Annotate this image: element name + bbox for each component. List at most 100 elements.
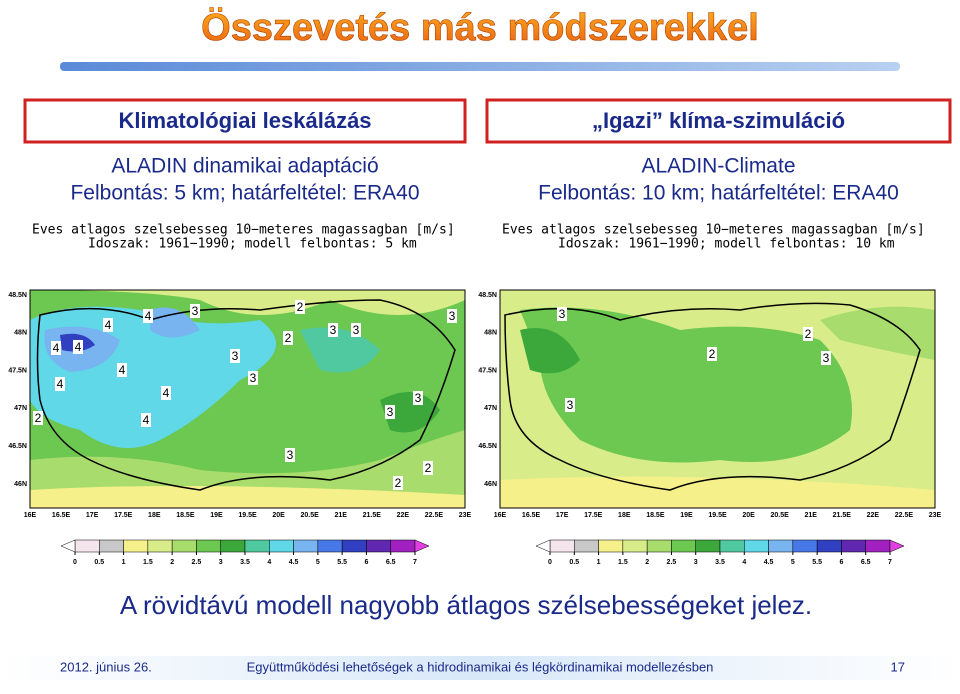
lon-label: 20E	[742, 512, 755, 519]
title-underline	[60, 62, 900, 71]
colorbar-segment	[695, 539, 721, 553]
contour-label: 4	[143, 413, 150, 427]
contour-label: 3	[823, 351, 830, 365]
colorbar-arrow	[535, 539, 551, 553]
lon-label: 17E	[556, 512, 569, 519]
lon-label: 20.5E	[300, 512, 319, 519]
colorbar-segment	[768, 539, 794, 553]
contour-label: 4	[119, 363, 126, 377]
lon-label: 16.5E	[52, 512, 71, 519]
colorbar-tick-label: 7	[888, 559, 892, 566]
colorbar-segment	[293, 539, 319, 553]
panel-header: Klimatológiai leskálázás	[118, 108, 371, 133]
slide-title: Összevetés más módszerekkel	[201, 6, 759, 49]
colorbar-segment	[549, 539, 575, 553]
colorbar-segment	[792, 539, 818, 553]
lon-label: 18.5E	[646, 512, 665, 519]
panel-header-box	[23, 98, 467, 144]
contour-label-bg	[117, 363, 127, 377]
footer-text: Együttműködési lehetőségek a hidrodinami…	[247, 659, 714, 674]
contour-label-bg	[565, 398, 575, 412]
colorbar-tick-label: 7	[413, 559, 417, 566]
contour-label: 2	[395, 476, 402, 490]
lon-label: 17E	[86, 512, 99, 519]
colorbar-tick-label: 6.5	[861, 559, 871, 566]
contour-label: 3	[415, 391, 422, 405]
contour-label-bg	[351, 323, 361, 337]
lon-label: 16E	[494, 512, 507, 519]
lat-label: 46N	[14, 481, 27, 488]
contour-label-bg	[190, 304, 200, 318]
colorbar-segment	[719, 539, 745, 553]
colorbar-arrow	[414, 539, 430, 553]
panel-subtitle: Felbontás: 5 km; határfeltétel: ERA40	[70, 182, 419, 205]
lon-label: 21.5E	[833, 512, 852, 519]
lat-label: 48N	[484, 330, 497, 337]
contour-label-bg	[161, 386, 171, 400]
colorbar-tick-label: 6.5	[386, 559, 396, 566]
colorbar-tick-label: 3.5	[715, 559, 725, 566]
contour-label-bg	[385, 405, 395, 419]
panel-subtitle: ALADIN dinamikai adaptáció	[111, 155, 378, 178]
contour-label-bg	[447, 309, 457, 323]
contour-label-bg	[707, 347, 717, 361]
colorbar-segment	[244, 539, 270, 553]
lat-label: 48.5N	[478, 292, 497, 299]
colorbar-tick-label: 3	[694, 559, 698, 566]
contour-label: 4	[145, 309, 152, 323]
contour-label-bg	[141, 413, 151, 427]
contour-label: 2	[285, 331, 292, 345]
colorbar-segment	[196, 539, 221, 553]
colorbar-segment	[269, 539, 294, 553]
lon-label: 22.5E	[895, 512, 914, 519]
panel-header: „Igazi” klíma-szimuláció	[592, 108, 845, 133]
lon-label: 19E	[210, 512, 223, 519]
colorbar-segment	[646, 539, 672, 553]
contour-label: 3	[353, 323, 360, 337]
contour-label-bg	[803, 327, 813, 341]
colorbar-tick-label: 1.5	[143, 559, 153, 566]
colorbar-tick-label: 1	[122, 559, 126, 566]
contour-label-bg	[557, 307, 567, 321]
lon-label: 23E	[459, 512, 472, 519]
page-number: 17	[891, 659, 905, 674]
colorbar-tick-label: 4.5	[289, 559, 299, 566]
colorbar-segment	[816, 539, 842, 553]
panel-header-box	[485, 98, 952, 144]
lat-label: 47.5N	[478, 367, 497, 374]
colorbar-segment	[123, 539, 149, 553]
contour-label: 3	[192, 304, 199, 318]
contour-label-bg	[283, 331, 293, 345]
lon-label: 19.5E	[708, 512, 727, 519]
contour-label-bg	[55, 377, 65, 391]
lon-label: 23E	[929, 512, 942, 519]
colorbar-tick-label: 3	[219, 559, 223, 566]
colorbar-tick-label: 1	[597, 559, 601, 566]
lat-label: 47N	[14, 405, 27, 412]
colorbar-tick-label: 5	[316, 559, 320, 566]
colorbar-tick-label: 6	[839, 559, 843, 566]
panel-subtitle: ALADIN-Climate	[641, 155, 795, 178]
colorbar-segment	[390, 539, 416, 553]
contour-label-bg	[143, 309, 153, 323]
lon-label: 18E	[618, 512, 631, 519]
lon-label: 18.5E	[176, 512, 195, 519]
colorbar-arrow	[889, 539, 905, 553]
contour-label: 3	[559, 307, 566, 321]
panel-subtitle: Felbontás: 10 km; határfeltétel: ERA40	[538, 182, 899, 205]
lon-label: 21E	[334, 512, 347, 519]
map-title: Eves atlagos szelsebesseg 10−meteres mag…	[502, 223, 925, 238]
contour-label: 4	[75, 340, 82, 354]
contour-label-bg	[821, 351, 831, 365]
contour-label: 4	[163, 386, 170, 400]
colorbar-segment	[74, 539, 100, 553]
lat-label: 47.5N	[8, 367, 27, 374]
lon-label: 16.5E	[522, 512, 541, 519]
contour-label: 2	[709, 347, 716, 361]
contour-label-bg	[51, 341, 61, 355]
colorbar-tick-label: 2	[645, 559, 649, 566]
colorbar-segment	[598, 539, 624, 553]
colorbar-segment	[671, 539, 696, 553]
map-frame	[29, 289, 466, 509]
contour-label: 2	[297, 300, 304, 314]
